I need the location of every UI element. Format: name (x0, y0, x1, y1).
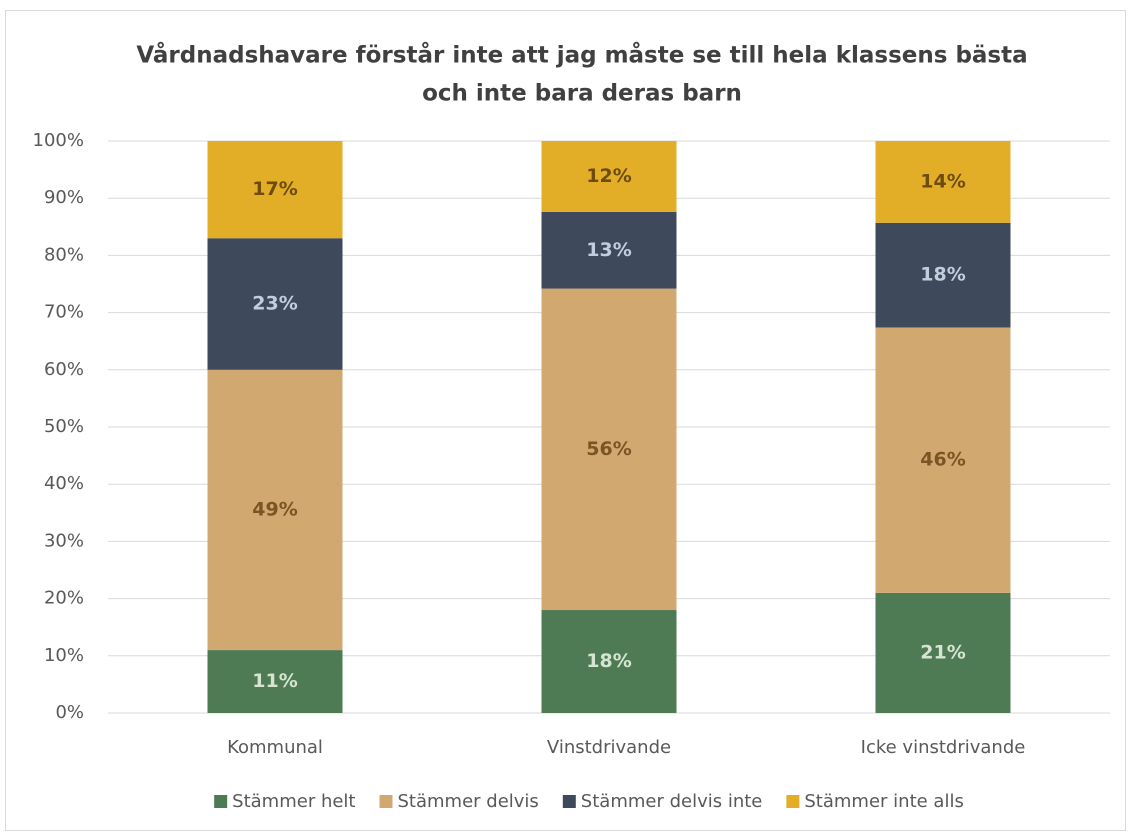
bar-segment (207, 238, 343, 370)
bar-segment (541, 610, 677, 713)
x-tick-label: Kommunal (227, 737, 323, 758)
legend-label: Stämmer helt (232, 791, 355, 812)
x-tick-label: Vinstdrivande (547, 737, 671, 758)
legend-item: Stämmer helt (214, 791, 355, 812)
chart-title: och inte bara deras barn (422, 81, 742, 107)
bar-segment (541, 211, 677, 289)
bar-segment (207, 141, 343, 239)
data-label: 14% (920, 170, 965, 192)
y-tick-label: 90% (44, 187, 84, 208)
y-tick-label: 30% (44, 530, 84, 551)
y-tick-label: 80% (44, 244, 84, 265)
y-tick-label: 40% (44, 473, 84, 494)
legend-item: Stämmer delvis inte (562, 791, 763, 812)
legend-label: Stämmer delvis inte (581, 791, 763, 812)
legend-label: Stämmer inte alls (804, 791, 963, 812)
y-tick-label: 0% (55, 702, 84, 723)
bar-segment (207, 369, 343, 651)
data-label: 46% (920, 449, 965, 471)
legend-item: Stämmer delvis (379, 791, 539, 812)
data-label: 17% (252, 178, 297, 200)
bar-segment (875, 327, 1011, 593)
legend-swatch (786, 795, 800, 808)
bar-segment (207, 650, 343, 713)
bar-segment (875, 592, 1011, 713)
data-label: 18% (586, 650, 631, 672)
data-label: 12% (586, 165, 631, 187)
y-tick-label: 70% (44, 302, 84, 323)
y-tick-label: 60% (44, 359, 84, 380)
data-label: 21% (920, 641, 965, 663)
legend-item: Stämmer inte alls (786, 791, 964, 812)
y-tick-label: 10% (44, 645, 84, 666)
data-label: 49% (252, 498, 297, 520)
bar-segment (541, 288, 677, 611)
data-label: 11% (252, 670, 297, 692)
data-label: 23% (252, 293, 297, 315)
data-label: 18% (920, 264, 965, 286)
x-tick-label: Icke vinstdrivande (861, 737, 1026, 758)
legend-swatch (379, 795, 393, 808)
legend-swatch (562, 795, 576, 808)
data-label: 13% (586, 239, 631, 261)
y-tick-label: 20% (44, 588, 84, 609)
chart-title: Vårdnadshavare förstår inte att jag måst… (136, 42, 1027, 69)
y-tick-label: 100% (33, 130, 84, 151)
legend-swatch (214, 795, 228, 808)
y-tick-label: 50% (44, 416, 84, 437)
legend-label: Stämmer delvis (397, 791, 538, 812)
bar-segment (875, 141, 1011, 223)
bar-segment (875, 222, 1011, 328)
bar-segment (541, 141, 677, 212)
data-label: 56% (586, 438, 631, 460)
